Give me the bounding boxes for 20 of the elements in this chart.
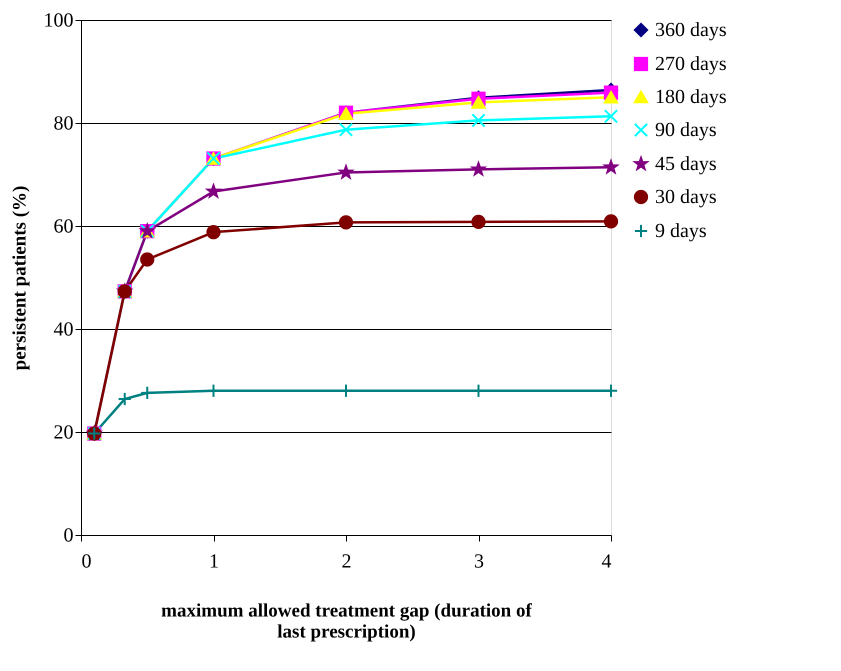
y-tick-label: 20 <box>54 422 74 444</box>
legend-label: 90 days <box>655 119 717 141</box>
legend-label: 270 days <box>655 53 727 75</box>
x-tick-label: 1 <box>209 550 219 572</box>
x-axis-title: maximum allowed treatment gap (duration of last prescription) <box>161 600 532 642</box>
y-tick-label: 60 <box>54 216 74 238</box>
legend-label: 30 days <box>655 186 717 208</box>
legend-label: 9 days <box>655 220 707 242</box>
x-tick-label: 2 <box>342 550 352 572</box>
legend-label: 45 days <box>655 153 717 175</box>
x-tick-label: 4 <box>602 550 612 572</box>
y-tick-label: 80 <box>54 112 74 134</box>
y-tick-label: 100 <box>44 10 74 32</box>
legend-label: 360 days <box>655 19 727 41</box>
y-tick-label: 40 <box>54 318 74 340</box>
y-axis-title: persistent patients (%) <box>10 186 30 370</box>
legend-label: 180 days <box>655 86 727 108</box>
x-tick-label: 0 <box>82 550 92 572</box>
y-tick-label: 0 <box>64 524 74 546</box>
x-tick-label: 3 <box>474 550 484 572</box>
